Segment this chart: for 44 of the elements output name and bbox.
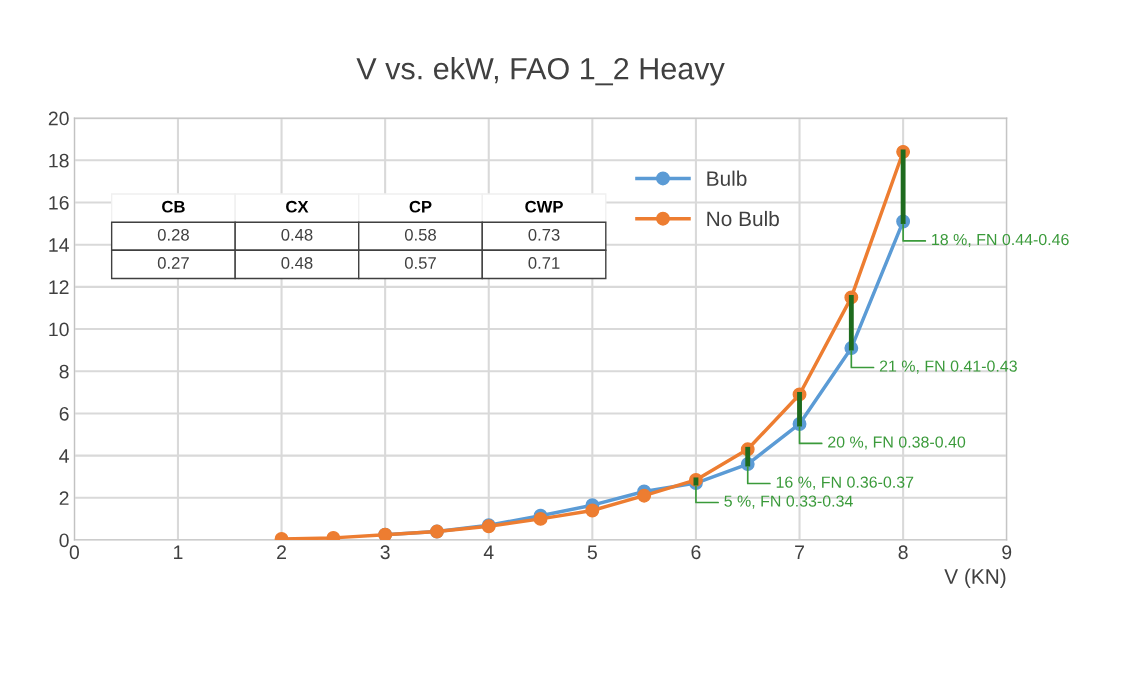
annotation: 16 %, FN 0.36-0.37 (776, 476, 914, 490)
y-tick-label: 14 (49, 238, 69, 252)
point (585, 503, 600, 518)
x-tick-label: 3 (380, 545, 390, 560)
y-tick-label: 20 (48, 111, 69, 126)
annotation: 0.28 (157, 228, 189, 241)
point (637, 488, 652, 503)
x-tick-label: 8 (898, 545, 908, 560)
legend-label: Bulb (707, 170, 747, 186)
annotation: CP (409, 200, 432, 213)
annotation: 0.57 (404, 257, 436, 269)
y-tick-label: 8 (59, 364, 69, 379)
x-tick-label: 5 (587, 545, 597, 560)
annotation: 0.73 (528, 228, 560, 241)
y-tick-label: 2 (59, 491, 69, 505)
annotation: 0.58 (404, 228, 436, 241)
annotation: 0.71 (528, 257, 560, 269)
annotation: 0.27 (157, 257, 189, 269)
chart-title: V vs. ekW, FAO 1_2 Heavy (356, 57, 725, 86)
annotation: 0.48 (281, 257, 313, 269)
y-tick-label: 10 (49, 322, 69, 337)
y-tick-label: 6 (59, 406, 69, 421)
annotation: CWP (525, 200, 563, 213)
annotation: 21 %, FN 0.41-0.43 (879, 360, 1017, 374)
annotation: CB (162, 200, 185, 213)
x-tick-label: 4 (483, 545, 494, 559)
x-tick-label: 0 (69, 545, 80, 560)
y-tick-label: 12 (49, 280, 69, 294)
x-tick-label: 1 (174, 545, 183, 559)
x-tick-label: 9 (1002, 545, 1012, 560)
y-tick-label: 18 (49, 153, 69, 168)
x-tick-label: 6 (691, 545, 701, 560)
annotation: 18 %, FN 0.44-0.46 (932, 233, 1069, 248)
annotation: 20 %, FN 0.38-0.40 (828, 436, 966, 450)
y-tick-label: 4 (59, 449, 69, 463)
legend-label: No Bulb (707, 210, 779, 227)
annotation: 5 %, FN 0.33-0.34 (724, 495, 853, 509)
x-tick-label: 2 (277, 545, 286, 559)
x-axis-title: V (KN) (944, 568, 1006, 588)
y-tick-label: 16 (49, 195, 69, 210)
x-tick-label: 7 (795, 545, 804, 559)
annotation: 0.48 (281, 228, 313, 241)
y-tick-label: 0 (59, 533, 69, 548)
annotation: CX (286, 200, 309, 213)
